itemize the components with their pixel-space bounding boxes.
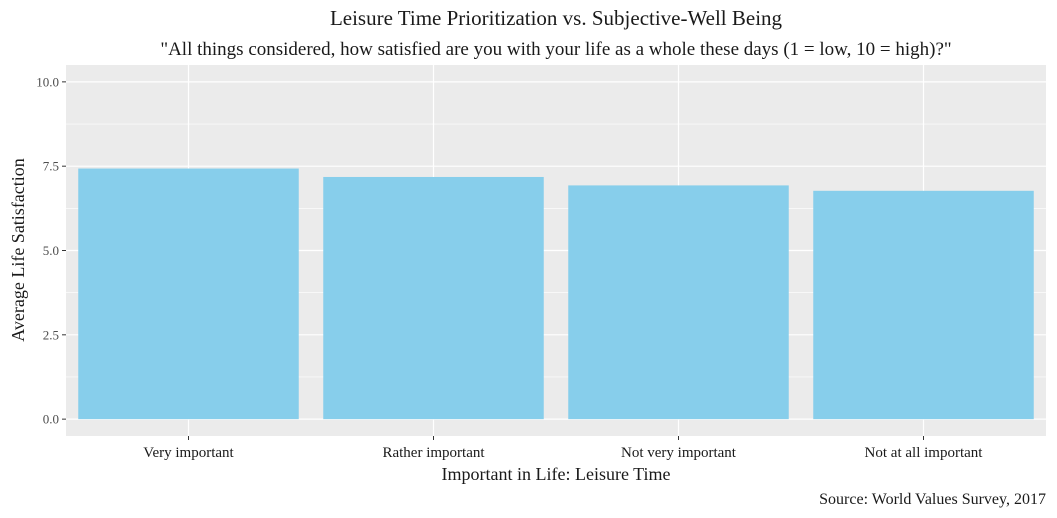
bar <box>568 185 789 420</box>
x-tick-label: Very important <box>143 445 234 461</box>
y-axis-title: Average Life Satisfaction <box>8 158 28 342</box>
x-tick-label: Rather important <box>382 445 485 461</box>
chart-caption: Source: World Values Survey, 2017 <box>819 491 1046 508</box>
bar <box>78 168 299 420</box>
y-tick-label: 5.0 <box>43 243 59 258</box>
y-tick-label: 10.0 <box>36 74 59 89</box>
y-tick-label: 0.0 <box>43 412 59 427</box>
x-tick-label: Not very important <box>621 445 737 461</box>
x-tick-label: Not at all important <box>865 445 984 461</box>
bars <box>78 168 1034 420</box>
y-tick-label: 2.5 <box>43 327 59 342</box>
bar <box>323 176 544 420</box>
chart-subtitle: "All things considered, how satisfied ar… <box>160 39 951 60</box>
y-tick-label: 7.5 <box>43 159 59 174</box>
y-axis: 0.0 2.5 5.0 7.5 10.0 <box>36 74 66 427</box>
x-axis: Very important Rather important Not very i… <box>143 436 983 461</box>
chart-title: Leisure Time Prioritization vs. Subjecti… <box>330 6 783 30</box>
x-axis-title: Important in Life: Leisure Time <box>442 464 671 484</box>
bar <box>813 190 1034 420</box>
